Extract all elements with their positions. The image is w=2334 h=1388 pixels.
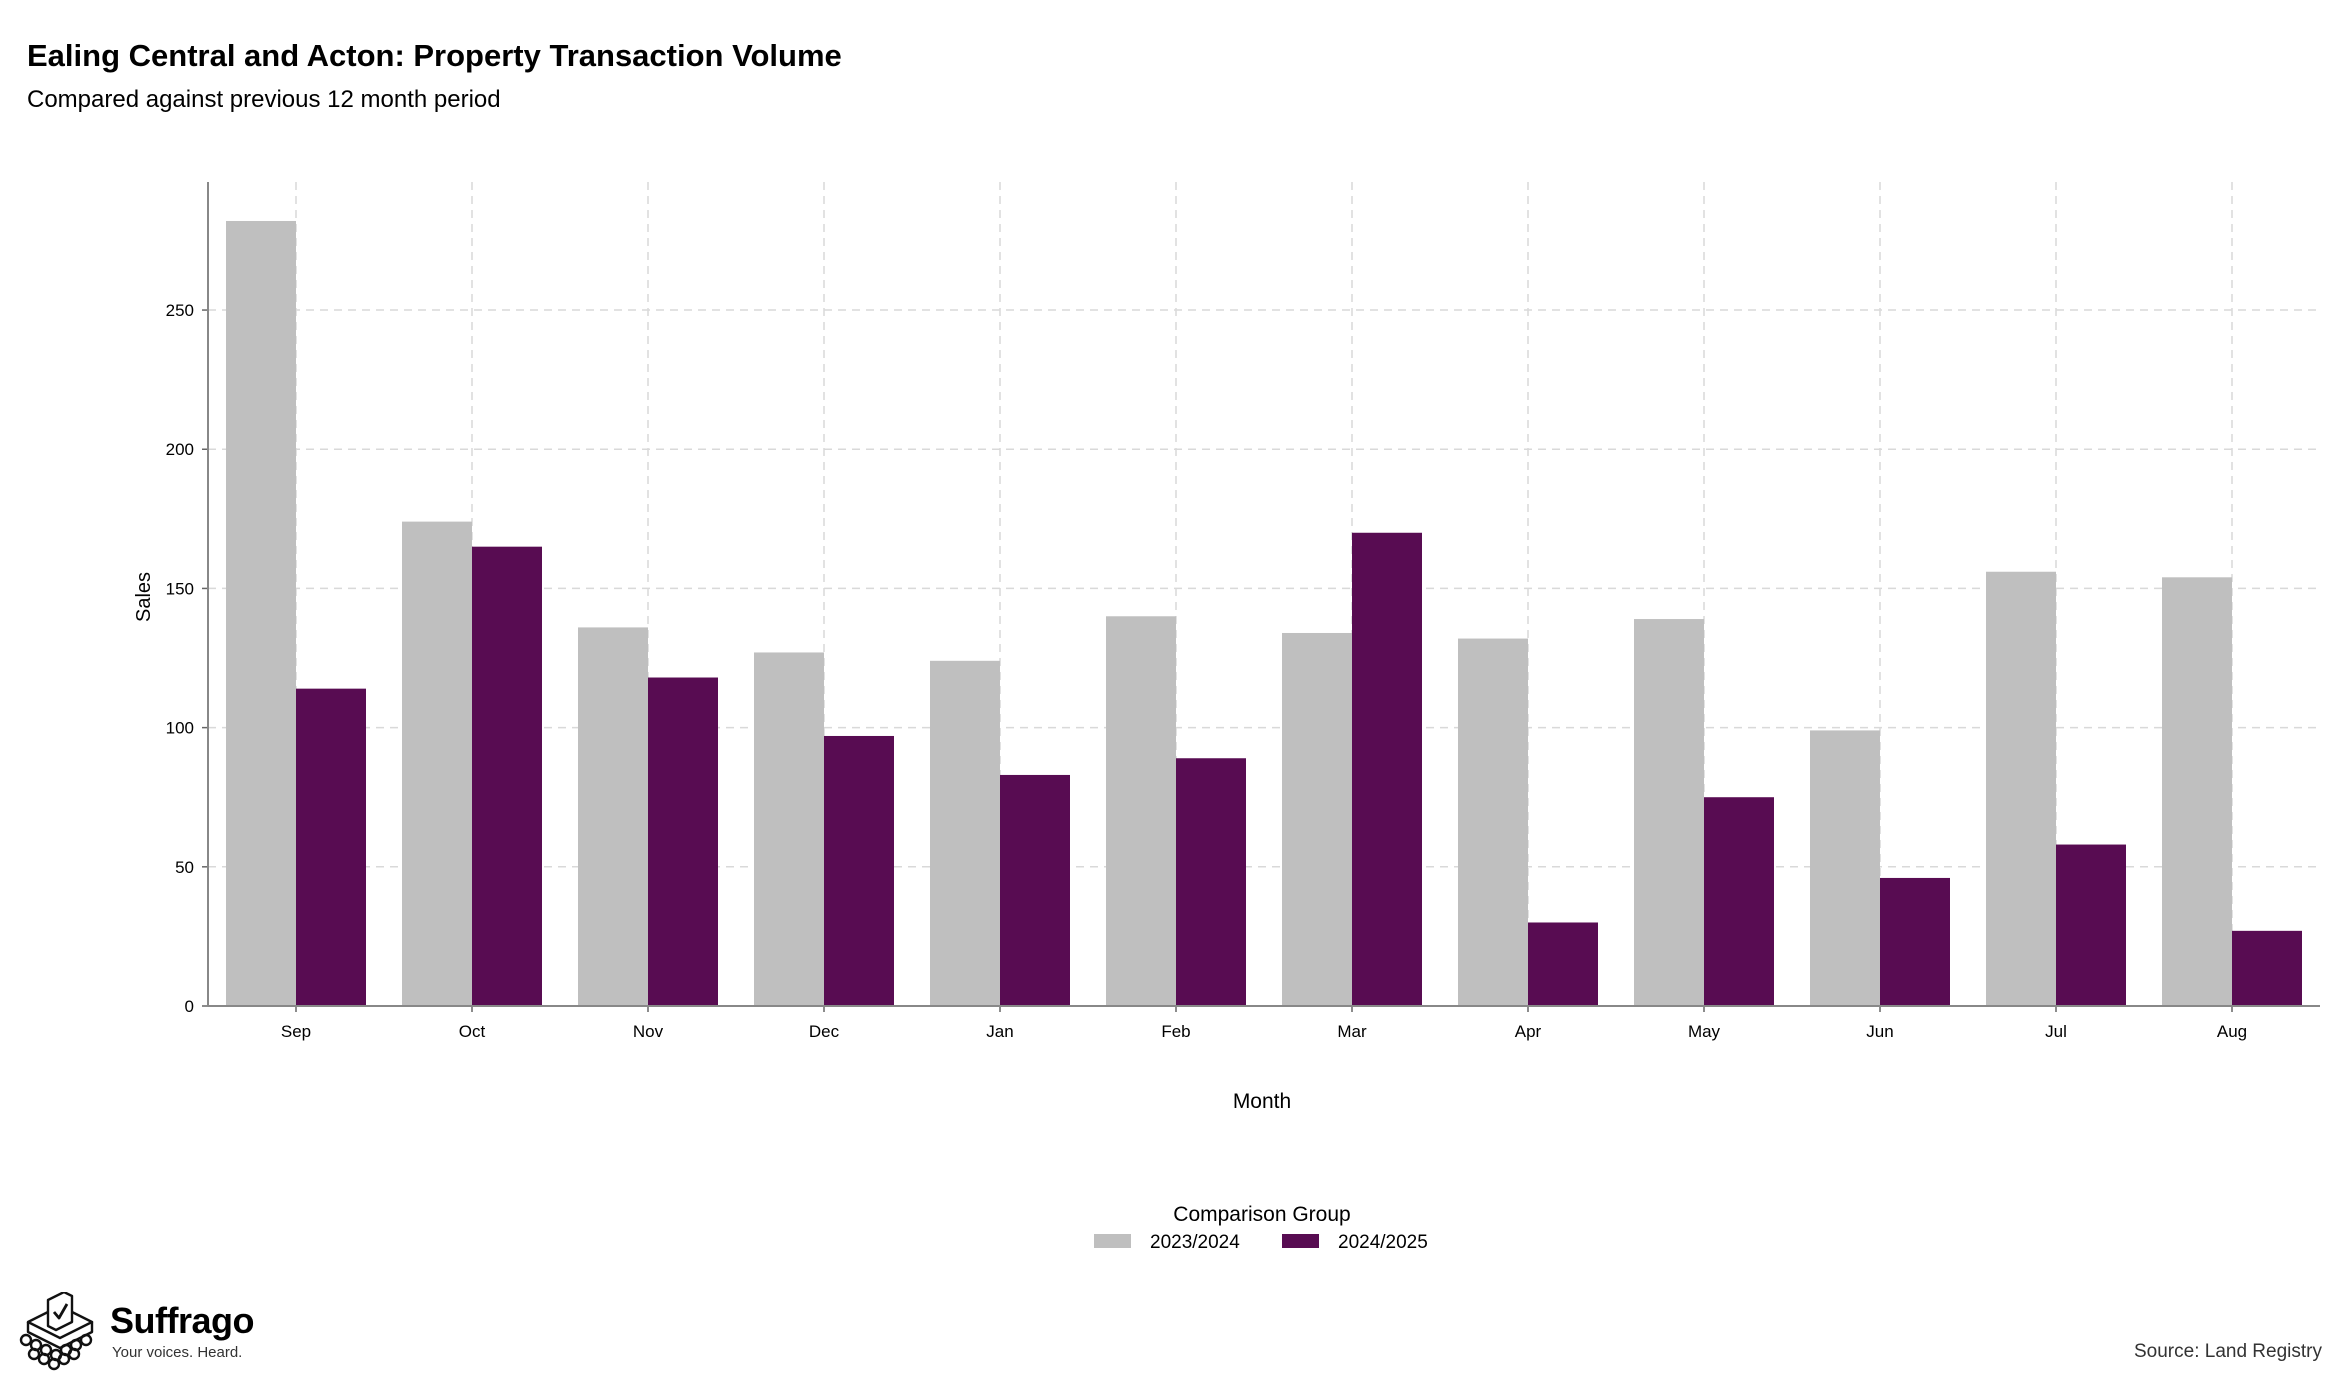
y-tick-label: 100: [166, 719, 194, 738]
brand-name: Suffrago: [110, 1300, 255, 1341]
bar-2024/2025-Oct: [472, 546, 542, 1006]
legend: Comparison Group 2023/2024 2024/2025: [1094, 1203, 1428, 1253]
bar-chart: 0 50 100 150 200 250 Sep Oct Nov Dec Jan Feb Mar Apr M…: [133, 182, 2320, 1253]
chart-title: Ealing Central and Acton: Property Trans…: [27, 38, 842, 73]
legend-label-2023/2024: 2023/2024: [1150, 1232, 1240, 1253]
y-axis-label: Sales: [133, 572, 155, 622]
x-tick-label: Jan: [986, 1022, 1013, 1041]
bar-2023/2024-Oct: [402, 521, 472, 1006]
bar-2024/2025-May: [1704, 797, 1774, 1006]
y-tick-label: 250: [166, 301, 194, 320]
x-tick-label: Feb: [1161, 1022, 1190, 1041]
x-tick-label: Sep: [281, 1022, 311, 1041]
x-tick-label: Jun: [1866, 1022, 1893, 1041]
bar-2024/2025-Dec: [824, 735, 894, 1006]
bar-2024/2025-Jun: [1880, 877, 1950, 1006]
bar-2023/2024-Aug: [2162, 577, 2232, 1006]
legend-title: Comparison Group: [1173, 1203, 1350, 1226]
x-tick-label: Mar: [1337, 1022, 1367, 1041]
chart-subtitle: Compared against previous 12 month perio…: [27, 86, 501, 113]
y-tick-label: 200: [166, 440, 194, 459]
x-tick-label: Jul: [2045, 1022, 2067, 1041]
bar-2023/2024-Dec: [754, 652, 824, 1006]
bar-2023/2024-Sep: [226, 220, 296, 1007]
bar-2023/2024-Feb: [1106, 616, 1176, 1006]
legend-label-2024/2025: 2024/2025: [1338, 1232, 1428, 1253]
bar-2024/2025-Jan: [1000, 774, 1070, 1006]
x-tick-label: Aug: [2217, 1022, 2247, 1041]
x-tick-label: Dec: [809, 1022, 840, 1041]
bar-2024/2025-Nov: [648, 677, 718, 1006]
x-tick-label: Nov: [633, 1022, 664, 1041]
bar-2024/2025-Apr: [1528, 922, 1598, 1006]
y-tick-label: 50: [175, 858, 194, 877]
bar-2023/2024-May: [1634, 619, 1704, 1006]
bar-2023/2024-Jan: [930, 660, 1000, 1006]
bar-2023/2024-Mar: [1282, 632, 1352, 1006]
bar-2023/2024-Jul: [1986, 571, 2056, 1006]
bar-2024/2025-Jul: [2056, 844, 2126, 1006]
bar-2024/2025-Sep: [296, 688, 366, 1006]
y-tick-label: 0: [185, 997, 194, 1016]
x-axis-label: Month: [1233, 1090, 1291, 1113]
bar-2023/2024-Jun: [1810, 730, 1880, 1006]
legend-swatch-2024/2025: [1282, 1234, 1319, 1248]
x-tick-label: Oct: [459, 1022, 486, 1041]
x-tick-label: Apr: [1515, 1022, 1542, 1041]
bar-2023/2024-Nov: [578, 627, 648, 1006]
bar-2024/2025-Aug: [2232, 930, 2302, 1006]
legend-swatch-2023/2024: [1094, 1234, 1131, 1248]
y-tick-label: 150: [166, 579, 194, 598]
ballot-box-icon: [19, 1292, 94, 1371]
bar-2024/2025-Mar: [1352, 532, 1422, 1006]
brand-logo: Suffrago Your voices. Heard.: [14, 1292, 274, 1372]
bar-2024/2025-Feb: [1176, 758, 1246, 1006]
brand-tagline: Your voices. Heard.: [112, 1344, 243, 1361]
axes: 0 50 100 150 200 250 Sep Oct Nov Dec Jan Feb Mar Apr M…: [166, 182, 2320, 1041]
bar-2023/2024-Apr: [1458, 638, 1528, 1006]
bars: [226, 220, 2302, 1007]
x-tick-label: May: [1688, 1022, 1721, 1041]
source-note: Source: Land Registry: [2134, 1341, 2322, 1362]
